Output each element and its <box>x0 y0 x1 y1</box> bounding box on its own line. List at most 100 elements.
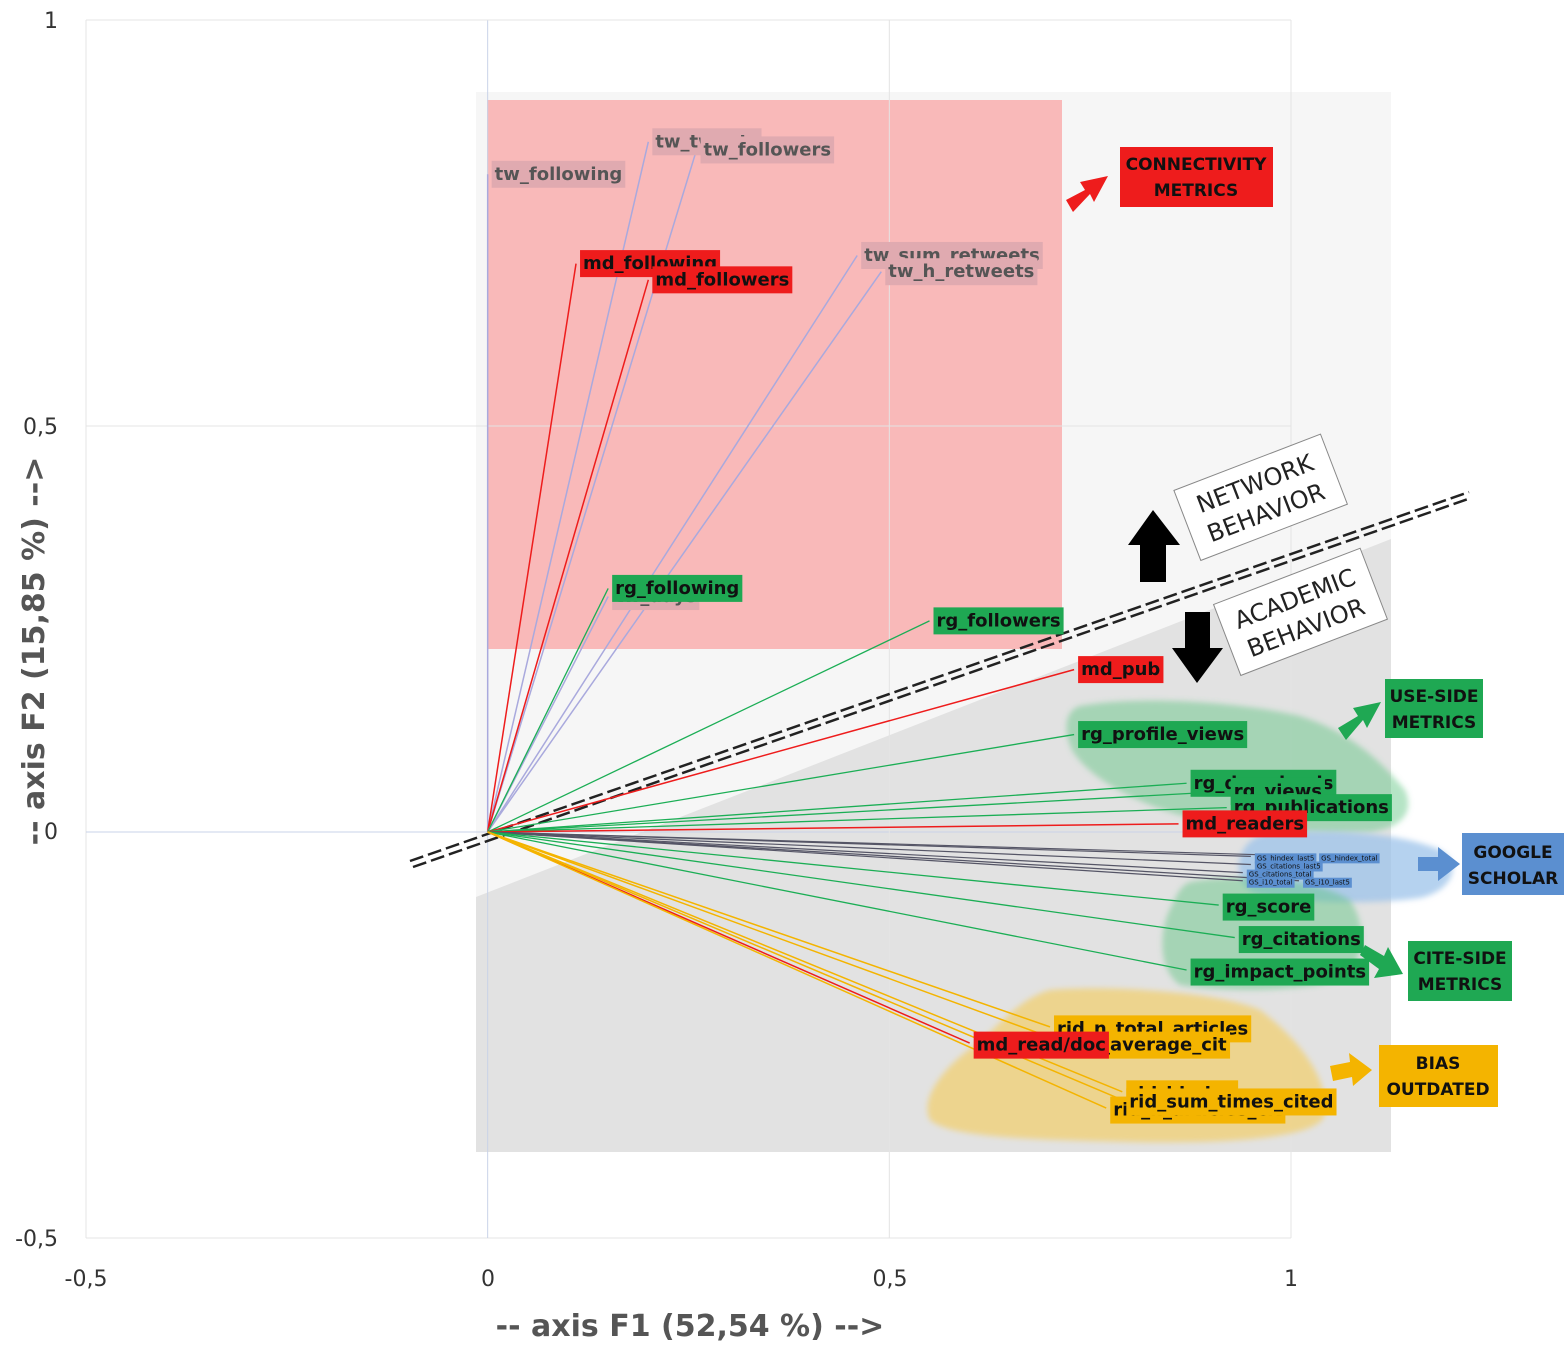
vector-label-bg <box>885 258 1038 286</box>
vector-label: GS_hindex_last5 <box>1254 853 1317 864</box>
y-axis-title: -- axis F2 (15,85 %) --> <box>17 457 52 846</box>
vector-label-text: GS_hindex_total <box>1321 854 1378 862</box>
vector-label-text: md_readers <box>1186 813 1305 834</box>
x-tick-label: 1 <box>1284 1267 1298 1292</box>
down-arrow-icon <box>1172 612 1223 683</box>
vector-label: rg_profile_views <box>1078 721 1248 749</box>
vector-rg-following <box>487 588 609 833</box>
x-tick-label: 0,5 <box>873 1267 908 1292</box>
vector-label-bg <box>1254 853 1317 864</box>
vector-label-bg <box>1078 721 1248 749</box>
connectivity-zone <box>487 100 1062 649</box>
vector-label: rg_score <box>1222 893 1315 921</box>
vector-label-bg <box>1078 656 1164 684</box>
connectivity-label-line1: CONNECTIVITY <box>1126 155 1267 175</box>
vector-label: GS_i10_total <box>1246 877 1295 888</box>
vector-label: tw_following <box>491 160 626 188</box>
vector-label: rg_impact_points <box>1190 958 1370 986</box>
connectivity-label-line2: METRICS <box>1154 181 1239 201</box>
vector-md-following <box>486 263 577 833</box>
vector-label-bg <box>1126 1088 1337 1116</box>
vector-label-text: rg_profile_views <box>1081 724 1244 745</box>
vector-label-text: rg_citations <box>1242 929 1361 950</box>
vector-label-text: rid_average_cit <box>1073 1035 1227 1056</box>
vector-label-bg <box>491 160 626 188</box>
vector-label-text: rg_score <box>1226 897 1312 918</box>
vector-label: rg_following <box>612 574 743 602</box>
vector-md-followers <box>486 279 650 833</box>
google-scholar-arrow-icon <box>1418 847 1460 881</box>
y-tick-label: -0,5 <box>15 1227 58 1252</box>
behavior-separator <box>409 490 1472 869</box>
vector-label-bg <box>1246 877 1295 888</box>
vector-label-text: md_read/doc <box>977 1035 1106 1056</box>
x-axis-title: -- axis F1 (52,54 %) --> <box>496 1309 885 1344</box>
vector-label: rg_citations <box>1238 926 1364 954</box>
vector-label: tw_h_retweets <box>885 258 1038 286</box>
connectivity-label-box <box>1120 147 1273 207</box>
variable-labels: tw_followingtw_tweetstw_followersmd_foll… <box>491 128 1392 1124</box>
bias-label-line2: OUTDATED <box>1386 1080 1489 1100</box>
vector-label: tw_followers <box>700 136 835 164</box>
vector-label-bg <box>700 136 835 164</box>
vector-tw-sum-retweets <box>487 255 858 833</box>
vector-label-text: tw_following <box>495 164 623 185</box>
vector-rg-downloads <box>487 782 1187 833</box>
vector-gs-i10-last5 <box>487 831 1300 882</box>
vector-label: GS_citations_last5 <box>1254 861 1323 872</box>
vector-rid-n-total-articles <box>487 831 1051 1028</box>
network-behavior-frame <box>1173 433 1349 562</box>
vector-label-bg <box>1182 810 1308 838</box>
variable-vectors <box>486 141 1316 1109</box>
vector-label-bg <box>1254 861 1323 872</box>
vector-tw-h-retweets <box>487 271 882 833</box>
vector-label-text: rid_sum_times_cited <box>1129 1091 1333 1112</box>
vector-rid-average-cit <box>487 831 1067 1044</box>
vector-label: md_followers <box>652 266 793 294</box>
use-side-group: USE-SIDE METRICS <box>1338 679 1483 740</box>
vector-rg-citations <box>487 831 1235 939</box>
bias-arrow-icon <box>1330 1053 1372 1086</box>
bias-label-line1: BIAS <box>1416 1054 1461 1074</box>
bias-label-box <box>1379 1045 1498 1107</box>
vector-label-bg <box>1246 869 1314 880</box>
vector-label-text: GS_i10_total <box>1249 879 1293 887</box>
vector-label-text: tw_h_retweets <box>888 261 1034 282</box>
vector-label-bg <box>1303 877 1352 888</box>
connectivity-group: CONNECTIVITY METRICS <box>1066 147 1273 212</box>
google-scholar-label-line1: GOOGLE <box>1473 843 1552 863</box>
vector-label-text: rg_impact_points <box>1194 962 1367 983</box>
connectivity-arrow-icon <box>1066 176 1108 212</box>
cite-side-group: CITE-SIDE METRICS <box>1360 941 1512 1001</box>
y-tick-label: 0,5 <box>23 415 58 440</box>
vector-label: rg_followers <box>933 607 1064 635</box>
use-side-label-line2: METRICS <box>1392 713 1477 733</box>
vector-label: GS_citations_total <box>1246 869 1314 880</box>
y-tick-label: 0 <box>44 820 58 845</box>
vector-label: rid_sum_times_cited <box>1126 1088 1337 1116</box>
vector-label-text: md_pub <box>1081 659 1160 680</box>
use-side-arrow-icon <box>1338 702 1381 740</box>
vector-label-text: rg_followers <box>937 610 1061 631</box>
vector-label-bg <box>1222 893 1315 921</box>
network-behavior-box: NETWORK BEHAVIOR <box>1173 433 1349 562</box>
academic-behavior-frame <box>1212 547 1389 677</box>
x-tick-labels: -0,5 0 0,5 1 <box>65 1267 1298 1292</box>
vector-rg-views <box>487 790 1227 833</box>
vector-label-text: rg_following <box>615 578 739 599</box>
vector-label: GS_i10_last5 <box>1303 877 1352 888</box>
vector-gs-citations-last5 <box>487 831 1251 866</box>
google-scholar-label-box <box>1462 833 1564 895</box>
vector-label: md_readers <box>1182 810 1308 838</box>
vector-label-bg <box>612 574 743 602</box>
cite-side-label-line2: METRICS <box>1418 975 1503 995</box>
bias-group: BIAS OUTDATED <box>1330 1045 1498 1107</box>
vector-label-bg <box>1319 853 1380 864</box>
vector-gs-hindex-total <box>487 831 1316 857</box>
vector-rg-followers <box>487 620 930 833</box>
vector-label: md_pub <box>1078 656 1164 684</box>
y-tick-label: 1 <box>44 9 58 34</box>
vector-rg-profile-views <box>487 733 1075 833</box>
vector-label-bg <box>652 266 793 294</box>
y-tick-labels: -0,5 0 0,5 1 <box>15 9 58 1252</box>
